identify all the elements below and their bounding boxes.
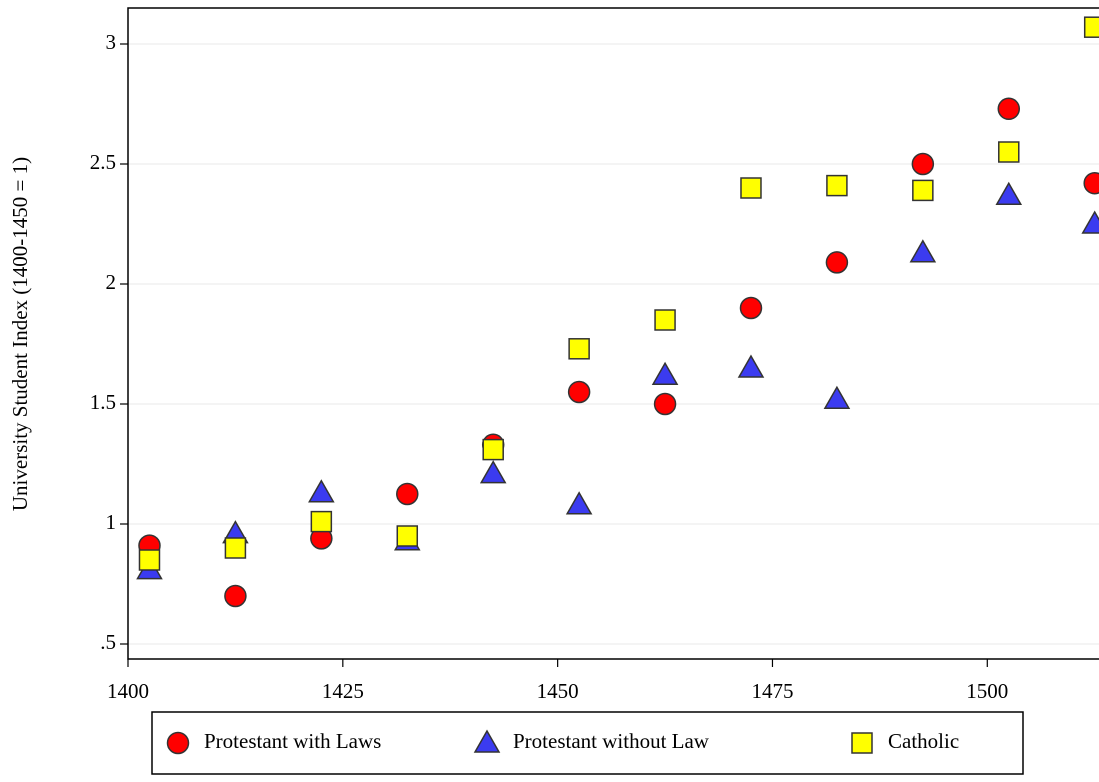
point bbox=[224, 584, 247, 608]
point bbox=[565, 491, 593, 515]
legend-box bbox=[151, 711, 1024, 775]
plot-frame bbox=[127, 7, 1099, 660]
point bbox=[1081, 210, 1099, 234]
point bbox=[653, 392, 677, 416]
point bbox=[138, 549, 161, 571]
point bbox=[1083, 171, 1099, 195]
y-tick-label: 1 bbox=[106, 510, 117, 534]
point bbox=[1083, 16, 1099, 38]
point bbox=[995, 181, 1023, 205]
plot-area bbox=[136, 16, 1099, 608]
legend-label: Protestant without Law bbox=[513, 729, 710, 753]
point bbox=[567, 380, 591, 404]
point bbox=[396, 482, 419, 506]
point bbox=[654, 309, 676, 331]
y-tick-label: 2 bbox=[106, 270, 117, 294]
x-tick-label: 1475 bbox=[751, 679, 793, 703]
y-tick-label: 3 bbox=[106, 30, 117, 54]
point bbox=[823, 385, 851, 409]
x-tick-label: 1450 bbox=[537, 679, 579, 703]
point bbox=[825, 251, 849, 274]
point bbox=[651, 361, 679, 385]
legend-marker bbox=[473, 729, 501, 753]
point bbox=[909, 239, 937, 263]
y-axis-label: University Student Index (1400-1450 = 1) bbox=[8, 157, 32, 511]
point bbox=[912, 179, 934, 202]
y-tick-label: 1.5 bbox=[90, 390, 116, 414]
legend-label: Catholic bbox=[888, 729, 959, 753]
point bbox=[568, 338, 590, 360]
point bbox=[308, 479, 335, 503]
point bbox=[740, 177, 762, 199]
y-tick-label: .5 bbox=[100, 630, 116, 654]
point bbox=[310, 510, 333, 533]
point bbox=[997, 97, 1021, 121]
point bbox=[396, 525, 419, 547]
x-tick-label: 1425 bbox=[322, 679, 364, 703]
point bbox=[998, 141, 1020, 163]
point bbox=[482, 438, 504, 461]
legend-label: Protestant with Laws bbox=[204, 729, 381, 753]
x-tick-label: 1400 bbox=[107, 679, 149, 703]
x-tick-label: 1500 bbox=[966, 679, 1008, 703]
point bbox=[224, 537, 247, 559]
point bbox=[739, 296, 763, 320]
point bbox=[826, 174, 848, 197]
point bbox=[479, 460, 507, 484]
legend-marker bbox=[851, 732, 873, 754]
legend-marker bbox=[166, 731, 190, 755]
point bbox=[737, 354, 765, 378]
point bbox=[911, 152, 935, 176]
y-tick-label: 2.5 bbox=[90, 150, 116, 174]
